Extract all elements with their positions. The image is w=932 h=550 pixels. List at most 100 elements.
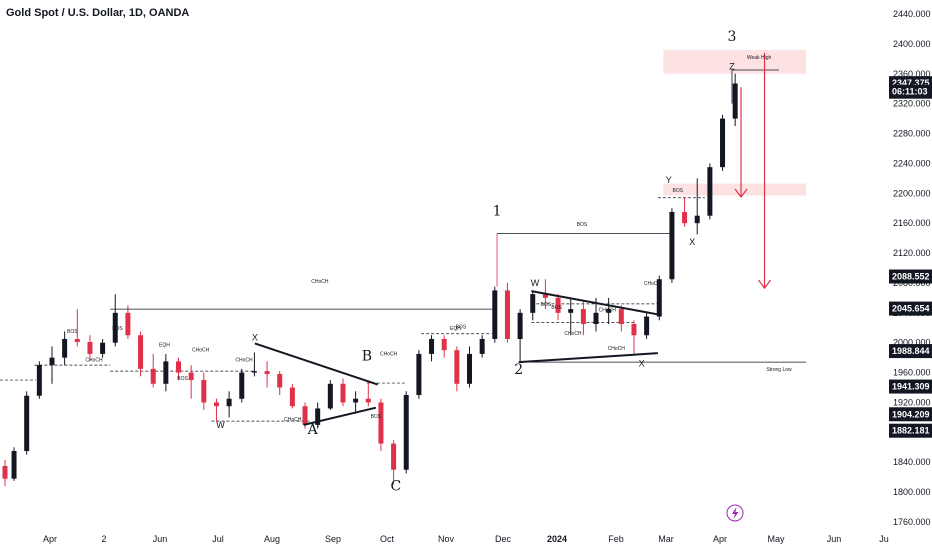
candle	[49, 346, 55, 384]
wave-label: 3	[728, 29, 737, 45]
wave-sublabel: W	[531, 278, 540, 288]
candle	[517, 309, 523, 362]
structure-label: BOS	[177, 376, 188, 382]
candle	[11, 447, 17, 481]
candles-layer	[2, 73, 738, 487]
structure-label: CHoCH	[644, 281, 662, 287]
x-tick-label: Oct	[380, 534, 395, 544]
candle	[707, 163, 713, 220]
candle	[62, 331, 68, 366]
price-badge: 1988.844	[889, 344, 932, 359]
price-badge: 1941.309	[889, 379, 932, 394]
trend-line	[303, 406, 377, 426]
price-badge-label: 2045.654	[892, 304, 930, 314]
structure-label: BOS	[67, 329, 78, 335]
trend-line	[254, 342, 379, 386]
x-tick-label: Feb	[608, 534, 624, 544]
candle	[732, 73, 738, 127]
target-arrow	[758, 52, 772, 290]
candle	[365, 382, 371, 407]
price-badge-bg	[889, 301, 932, 316]
y-tick-label: 2360.000	[893, 69, 931, 79]
y-tick-label: 1800.000	[893, 487, 931, 497]
structure-label: BOS	[551, 305, 562, 311]
candle-body	[112, 312, 118, 343]
x-tick-label: Jun	[827, 534, 842, 544]
y-tick-label: 2160.000	[893, 218, 931, 228]
x-tick-label: Aug	[264, 534, 280, 544]
candle-body	[24, 395, 30, 452]
candle	[213, 398, 219, 422]
candle-body	[492, 290, 498, 339]
x-tick-label: 2024	[547, 534, 567, 544]
price-badge: 1904.209	[889, 407, 932, 422]
candle-body	[62, 338, 68, 358]
price-badge-bg	[889, 269, 932, 284]
supply-zone	[663, 49, 807, 74]
candle	[176, 357, 182, 381]
candle	[466, 346, 472, 388]
candle-body	[517, 312, 523, 339]
trend-line	[518, 352, 658, 364]
x-tick-label: 2	[101, 534, 106, 544]
candle-body	[454, 350, 460, 384]
structure-label: CHoCH	[311, 279, 329, 285]
x-tick-label: Apr	[713, 534, 727, 544]
y-tick-label: 2200.000	[893, 188, 931, 198]
candle-body	[353, 398, 359, 403]
candle-body	[100, 342, 106, 354]
candle-body	[580, 309, 586, 325]
wave-sublabel: X	[252, 332, 258, 342]
candle	[251, 352, 257, 377]
lightning-icon-bolt	[732, 507, 739, 519]
candle	[378, 398, 384, 452]
candle-body	[429, 338, 435, 354]
candle	[327, 380, 333, 410]
candle-body	[441, 338, 447, 351]
candle	[201, 372, 207, 410]
wave-label: A	[307, 422, 319, 438]
x-tick-label: Nov	[438, 534, 455, 544]
candle	[580, 301, 586, 336]
wave-sublabel: Z	[729, 61, 735, 71]
candle-body	[188, 372, 194, 381]
candle-body	[466, 353, 472, 384]
y-tick-label: 2320.000	[893, 99, 931, 109]
candle-body	[542, 294, 548, 298]
arrow-head	[734, 188, 748, 199]
candle	[138, 331, 144, 377]
candle	[631, 320, 637, 354]
structure-label: CHoCH	[599, 307, 617, 313]
price-badge-bg	[889, 84, 932, 99]
candle	[568, 297, 574, 336]
levels-layer	[0, 197, 705, 422]
wave-sublabel: Y	[666, 175, 672, 185]
candle-body	[416, 353, 422, 395]
candle-body	[403, 395, 409, 470]
candle	[112, 294, 118, 347]
candle-body	[593, 312, 599, 325]
candle-body	[555, 297, 561, 313]
candle	[656, 275, 662, 321]
candle	[125, 305, 131, 339]
candle-body	[277, 374, 283, 388]
candle-body	[36, 365, 42, 396]
y-tick-label: 1840.000	[893, 457, 931, 467]
x-tick-label: Apr	[43, 534, 57, 544]
structure-label: CHoCH	[235, 357, 253, 363]
candle-body	[289, 387, 295, 407]
target-arrow	[734, 87, 748, 199]
candle	[454, 346, 460, 392]
wave-label: C	[390, 479, 401, 495]
price-badge-label: 06:11:03	[892, 87, 928, 97]
x-tick-label: Ju	[879, 534, 889, 544]
price-badge-bg	[889, 407, 932, 422]
chart-title: Gold Spot / U.S. Dollar, 1D, OANDA	[6, 7, 190, 19]
wave-label: 2	[514, 362, 523, 378]
y-tick-label: 2400.000	[893, 39, 931, 49]
candle-body	[479, 338, 485, 354]
candle-body	[504, 290, 510, 339]
structure-label: BOS	[672, 188, 683, 194]
